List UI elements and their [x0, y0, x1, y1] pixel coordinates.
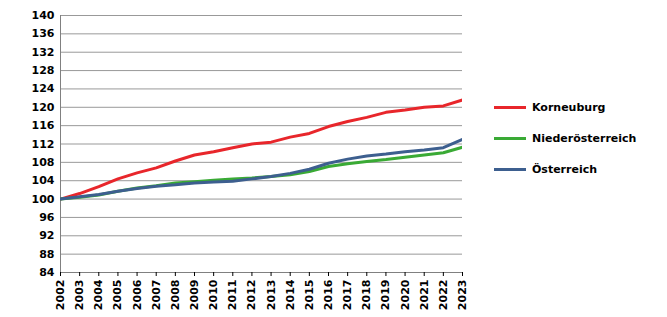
svg-text:2003: 2003 — [73, 280, 86, 311]
svg-text:2011: 2011 — [226, 280, 239, 311]
svg-text:120: 120 — [32, 101, 55, 114]
svg-text:2007: 2007 — [150, 280, 163, 311]
svg-text:84: 84 — [39, 266, 55, 279]
svg-text:124: 124 — [32, 82, 55, 95]
svg-text:136: 136 — [32, 27, 55, 40]
svg-text:132: 132 — [32, 46, 55, 59]
html-text:Österreich: Österreich — [532, 163, 598, 176]
svg-text:2015: 2015 — [303, 280, 316, 311]
svg-text:112: 112 — [32, 138, 55, 151]
svg-text:2022: 2022 — [437, 280, 450, 311]
svg-text:2021: 2021 — [418, 280, 431, 311]
svg-text:2017: 2017 — [341, 280, 354, 311]
svg-text:2009: 2009 — [188, 280, 201, 311]
svg-text:2016: 2016 — [322, 279, 335, 310]
svg-text:116: 116 — [32, 119, 55, 132]
html-text:Niederösterreich: Niederösterreich — [532, 132, 637, 145]
svg-text:2004: 2004 — [92, 279, 105, 310]
html-text:Korneuburg: Korneuburg — [532, 101, 606, 114]
svg-text:2018: 2018 — [360, 280, 373, 311]
svg-text:2020: 2020 — [399, 279, 412, 310]
svg-text:88: 88 — [39, 248, 54, 261]
svg-text:2023: 2023 — [456, 280, 469, 311]
svg-text:96: 96 — [39, 211, 55, 224]
svg-text:2006: 2006 — [131, 279, 144, 310]
svg-text:2014: 2014 — [284, 279, 297, 310]
svg-text:104: 104 — [32, 174, 55, 187]
svg-text:92: 92 — [39, 229, 54, 242]
svg-text:2002: 2002 — [54, 280, 67, 311]
svg-text:2005: 2005 — [111, 280, 124, 311]
svg-text:2010: 2010 — [207, 279, 220, 310]
svg-text:2012: 2012 — [245, 280, 258, 311]
svg-text:140: 140 — [32, 9, 55, 22]
svg-text:128: 128 — [32, 64, 55, 77]
svg-text:100: 100 — [32, 193, 55, 206]
svg-text:2013: 2013 — [265, 280, 278, 311]
svg-text:2008: 2008 — [169, 280, 182, 311]
svg-text:108: 108 — [32, 156, 55, 169]
svg-text:2019: 2019 — [379, 280, 392, 311]
